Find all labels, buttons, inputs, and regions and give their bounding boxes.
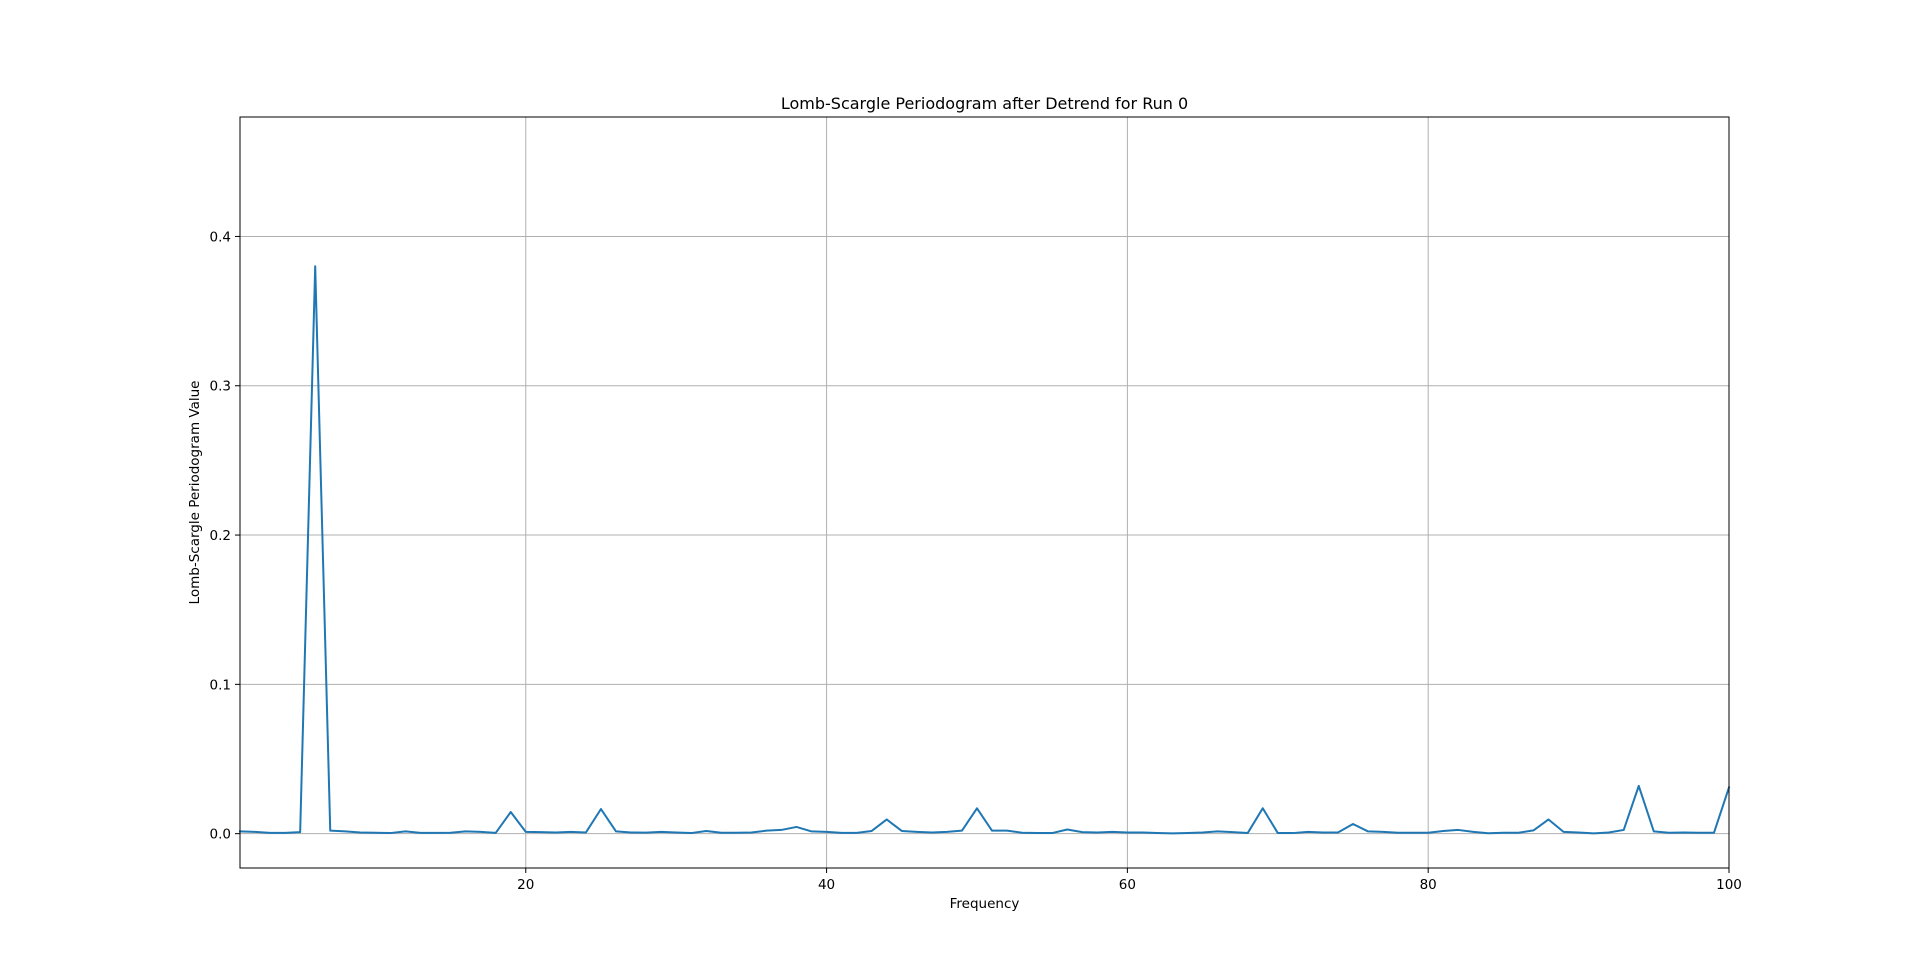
data-series	[238, 265, 1731, 835]
y-tick-label: 0.2	[210, 528, 231, 544]
x-tick-label: 60	[1119, 877, 1136, 893]
plot-frame	[239, 116, 1730, 869]
axis-ticks: 20 40 60 80 100 0.0 0.1 0.2 0.3 0.4	[210, 229, 1742, 893]
y-tick-label: 0.1	[210, 677, 231, 693]
x-tick-label: 100	[1716, 877, 1742, 893]
periodogram-line	[238, 265, 1731, 835]
plot-background	[240, 117, 1729, 868]
chart-title: Lomb-Scargle Periodogram after Detrend f…	[781, 94, 1188, 113]
y-axis-label: Lomb-Scargle Periodogram Value	[187, 381, 203, 605]
y-tick-label: 0.0	[210, 827, 231, 843]
x-axis-label: Frequency	[950, 896, 1020, 912]
x-tick-label: 80	[1420, 877, 1437, 893]
x-tick-label: 40	[818, 877, 835, 893]
y-tick-label: 0.4	[210, 229, 231, 245]
grid	[240, 117, 1730, 868]
y-tick-label: 0.3	[210, 379, 231, 395]
x-tick-label: 20	[517, 877, 534, 893]
